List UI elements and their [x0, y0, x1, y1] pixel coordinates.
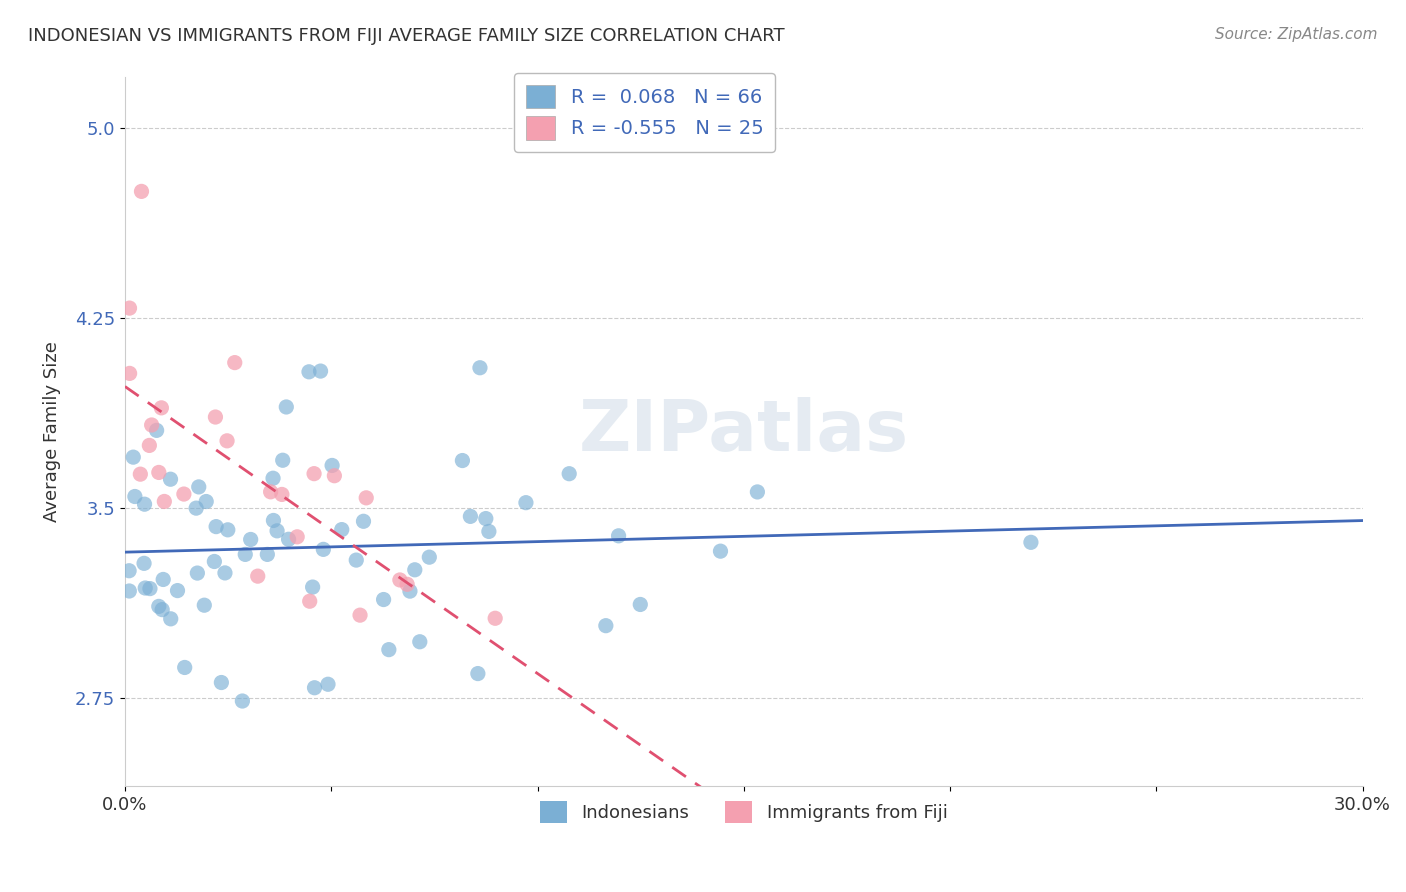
Indonesians — [558, 467, 581, 481]
Indonesians — [409, 634, 432, 648]
Immigrants from Fiji — [153, 494, 176, 508]
Indonesians — [134, 497, 156, 511]
Indonesians — [231, 694, 253, 708]
Indonesians — [195, 494, 218, 508]
Indonesians — [202, 554, 225, 568]
Immigrants from Fiji — [484, 611, 506, 625]
Indonesians — [266, 524, 288, 538]
Immigrants from Fiji — [302, 467, 325, 481]
Immigrants from Fiji — [131, 185, 153, 199]
Immigrants from Fiji — [204, 410, 226, 425]
Indonesians — [132, 557, 155, 571]
Indonesians — [118, 584, 141, 599]
Indonesians — [304, 681, 326, 695]
Indonesians — [451, 453, 474, 467]
Immigrants from Fiji — [354, 491, 377, 505]
Indonesians — [312, 542, 335, 557]
Indonesians — [139, 582, 162, 596]
Immigrants from Fiji — [246, 569, 269, 583]
Indonesians — [118, 564, 141, 578]
Immigrants from Fiji — [118, 367, 141, 381]
Text: Source: ZipAtlas.com: Source: ZipAtlas.com — [1215, 27, 1378, 42]
Immigrants from Fiji — [138, 438, 160, 452]
Indonesians — [214, 566, 236, 580]
Indonesians — [173, 660, 195, 674]
Indonesians — [321, 458, 343, 473]
Indonesians — [595, 618, 617, 632]
Indonesians — [478, 524, 501, 539]
Indonesians — [344, 553, 367, 567]
Indonesians — [262, 471, 284, 485]
Indonesians — [193, 598, 215, 612]
Indonesians — [475, 511, 498, 525]
Indonesians — [187, 480, 209, 494]
Immigrants from Fiji — [141, 417, 163, 432]
Indonesians — [159, 472, 181, 486]
Indonesians — [467, 666, 489, 681]
Indonesians — [271, 453, 294, 467]
Indonesians — [460, 509, 482, 524]
Indonesians — [124, 490, 146, 504]
Indonesians — [468, 360, 491, 375]
Indonesians — [515, 496, 537, 510]
Indonesians — [353, 514, 375, 528]
Indonesians — [399, 584, 422, 599]
Immigrants from Fiji — [118, 301, 141, 315]
Indonesians — [373, 592, 395, 607]
Indonesians — [159, 612, 181, 626]
Indonesians — [330, 523, 353, 537]
Indonesians — [316, 677, 339, 691]
Indonesians — [209, 675, 232, 690]
Indonesians — [298, 365, 321, 379]
Indonesians — [256, 548, 278, 562]
Indonesians — [233, 548, 256, 562]
Immigrants from Fiji — [148, 466, 170, 480]
Indonesians — [217, 523, 239, 537]
Immigrants from Fiji — [150, 401, 173, 415]
Indonesians — [134, 581, 156, 595]
Immigrants from Fiji — [323, 468, 346, 483]
Indonesians — [709, 544, 731, 558]
Indonesians — [404, 563, 426, 577]
Indonesians — [378, 642, 401, 657]
Indonesians — [148, 599, 170, 614]
Indonesians — [277, 533, 299, 547]
Immigrants from Fiji — [349, 608, 371, 623]
Legend: Indonesians, Immigrants from Fiji: Indonesians, Immigrants from Fiji — [529, 790, 959, 834]
Immigrants from Fiji — [298, 594, 321, 608]
Immigrants from Fiji — [129, 467, 152, 482]
Indonesians — [166, 583, 188, 598]
Text: INDONESIAN VS IMMIGRANTS FROM FIJI AVERAGE FAMILY SIZE CORRELATION CHART: INDONESIAN VS IMMIGRANTS FROM FIJI AVERA… — [28, 27, 785, 45]
Y-axis label: Average Family Size: Average Family Size — [44, 342, 60, 523]
Indonesians — [301, 580, 323, 594]
Immigrants from Fiji — [396, 577, 419, 591]
Immigrants from Fiji — [388, 573, 411, 587]
Immigrants from Fiji — [285, 530, 308, 544]
Indonesians — [276, 400, 298, 414]
Immigrants from Fiji — [271, 487, 294, 501]
Indonesians — [150, 602, 173, 616]
Indonesians — [607, 529, 630, 543]
Indonesians — [309, 364, 332, 378]
Indonesians — [205, 519, 228, 533]
Indonesians — [418, 550, 440, 565]
Indonesians — [747, 484, 769, 499]
Indonesians — [186, 566, 208, 580]
Immigrants from Fiji — [259, 484, 281, 499]
Indonesians — [239, 533, 262, 547]
Text: ZIPatlas: ZIPatlas — [579, 398, 908, 467]
Indonesians — [262, 513, 284, 527]
Immigrants from Fiji — [215, 434, 238, 448]
Immigrants from Fiji — [173, 487, 195, 501]
Indonesians — [186, 501, 208, 516]
Immigrants from Fiji — [224, 356, 246, 370]
Indonesians — [122, 450, 145, 465]
Indonesians — [628, 598, 651, 612]
Indonesians — [152, 573, 174, 587]
Indonesians — [1019, 535, 1042, 549]
Indonesians — [145, 423, 167, 437]
